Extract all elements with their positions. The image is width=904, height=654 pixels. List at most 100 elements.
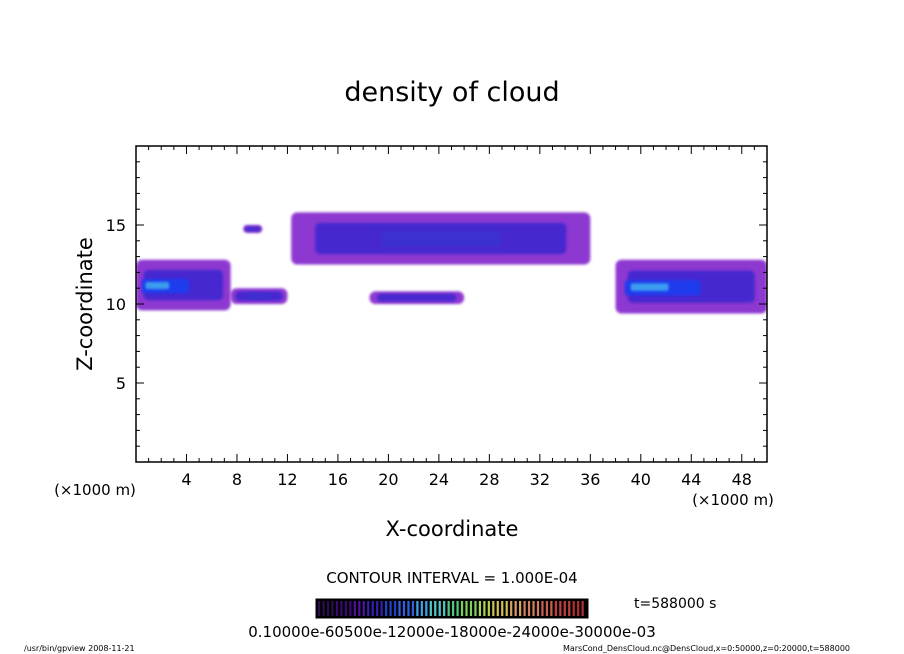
colorbar-segment: [331, 601, 334, 616]
cloud-region: [369, 291, 465, 304]
colorbar-segment: [496, 601, 499, 616]
x-tick-label: 40: [631, 470, 651, 489]
colorbar: [318, 601, 584, 616]
colorbar-segment: [429, 601, 432, 616]
y-axis-label: Z-coordinate: [73, 237, 97, 371]
colorbar-segment: [353, 601, 356, 616]
cloud-region: [615, 259, 767, 314]
cloud-inner: [377, 293, 457, 302]
colorbar-segment: [358, 601, 361, 616]
y-tick-label: 5: [116, 374, 126, 393]
colorbar-segment: [568, 601, 571, 616]
colorbar-segment: [532, 601, 535, 616]
colorbar-segment: [393, 601, 397, 616]
colorbar-segment: [411, 601, 415, 616]
x-tick-label: 16: [328, 470, 348, 489]
colorbar-frame: [315, 598, 589, 619]
colorbar-segment: [443, 601, 446, 616]
colorbar-segment: [501, 601, 504, 616]
contour-interval: CONTOUR INTERVAL = 1.000E-04: [326, 569, 577, 587]
colorbar-segment: [362, 601, 365, 616]
colorbar-segment: [554, 601, 557, 616]
cloud-region: [230, 288, 288, 304]
x-tick-label: 32: [530, 470, 550, 489]
cloud-region: [136, 259, 231, 311]
x-tick-label: 28: [479, 470, 499, 489]
colorbar-segment: [349, 601, 352, 616]
y-tick-label: 15: [106, 216, 126, 235]
colorbar-segment: [407, 601, 410, 616]
cloud-peak: [145, 282, 170, 290]
colorbar-segment: [541, 601, 544, 616]
colorbar-segment: [344, 601, 348, 616]
colorbar-segment: [389, 601, 392, 616]
cloud-peak: [630, 283, 669, 291]
colorbar-segment: [465, 601, 468, 616]
colorbar-segment: [577, 601, 580, 616]
x-unit-right: (×1000 m): [692, 491, 774, 509]
colorbar-segment: [550, 601, 553, 616]
colorbar-segment: [559, 601, 562, 616]
colorbar-segment: [367, 601, 370, 616]
colorbar-segment: [402, 601, 406, 616]
colorbar-segment: [425, 601, 428, 616]
x-axis: 4 8 12 16 20 24 28 32 36 40 44 48: [148, 146, 755, 489]
x-tick-label: 44: [681, 470, 701, 489]
cloud-inner: [244, 226, 261, 232]
colorbar-segment: [483, 601, 486, 616]
colorbar-segment: [527, 601, 531, 616]
colorbar-segment: [318, 601, 321, 616]
x-tick-label: 8: [232, 470, 242, 489]
colorbar-segment: [447, 601, 450, 616]
colorbar-segment: [434, 601, 437, 616]
colorbar-segment: [340, 601, 343, 616]
colorbar-segment: [510, 601, 513, 616]
x-tick-label: 12: [277, 470, 297, 489]
cloud-core: [380, 230, 501, 247]
colorbar-segment: [398, 601, 401, 616]
colorbar-segment: [376, 601, 379, 616]
colorbar-segment: [380, 601, 383, 616]
colorbar-segment: [452, 601, 455, 616]
colorbar-segment: [536, 601, 540, 616]
cloud-region: [243, 225, 263, 233]
colorbar-segment: [487, 601, 490, 616]
colorbar-segment: [572, 601, 575, 616]
colorbar-segment: [416, 601, 419, 616]
colorbar-segment: [545, 601, 549, 616]
colorbar-segment: [335, 601, 339, 616]
x-tick-label: 36: [580, 470, 600, 489]
time-label: t=588000 s: [634, 596, 716, 612]
colorbar-segment: [456, 601, 459, 616]
x-tick-label: 48: [732, 470, 752, 489]
x-tick-label: 20: [378, 470, 398, 489]
x-unit-left: (×1000 m): [54, 481, 136, 499]
colorbar-segment: [478, 601, 482, 616]
cloud-density-field: [136, 212, 767, 314]
colorbar-segment: [460, 601, 464, 616]
colorbar-segment: [505, 601, 508, 616]
y-tick-label: 10: [106, 295, 126, 314]
colorbar-labels: 0.10000e-60500e-12000e-18000e-24000e-300…: [248, 623, 656, 641]
cloud-region: [291, 212, 591, 265]
colorbar-segment: [514, 601, 517, 616]
chart-title: density of cloud: [344, 77, 559, 108]
colorbar-segment: [519, 601, 522, 616]
x-axis-label: X-coordinate: [386, 517, 519, 541]
colorbar-segment: [474, 601, 477, 616]
colorbar-segment: [438, 601, 441, 616]
footer-left: /usr/bin/gpview 2008-11-21: [24, 644, 135, 653]
footer-right: MarsCond_DensCloud.nc@DensCloud,x=0:5000…: [563, 644, 850, 653]
colorbar-segment: [581, 601, 584, 616]
colorbar-segment: [469, 601, 473, 616]
y-axis: 5 10 15: [106, 161, 767, 447]
colorbar-segment: [371, 601, 374, 616]
colorbar-segment: [385, 601, 388, 616]
cloud-core: [247, 293, 271, 299]
colorbar-segment: [523, 601, 526, 616]
colorbar-segment: [322, 601, 325, 616]
colorbar-segment: [563, 601, 566, 616]
colorbar-segment: [492, 601, 495, 616]
x-tick-label: 4: [181, 470, 191, 489]
